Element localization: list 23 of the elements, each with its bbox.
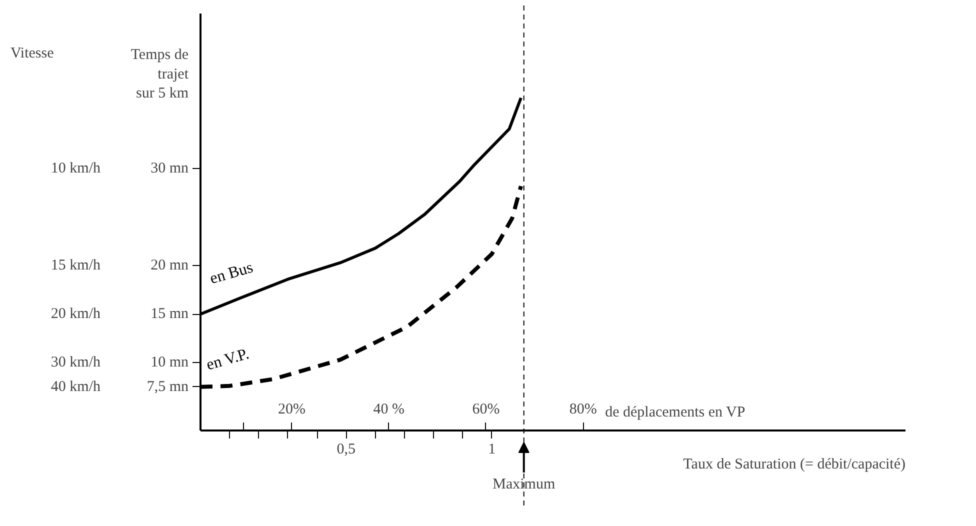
x-tick-label: 1: [488, 442, 496, 458]
x2-tick-label: 20%: [278, 402, 306, 418]
text: Vitesse: [10, 46, 54, 62]
y-tick-label: 20 mn: [150, 258, 189, 274]
text: 20 km/h: [50, 306, 101, 322]
x-tick-label: 0,5: [336, 442, 356, 458]
text: 30 km/h: [50, 354, 101, 371]
y-tick-label: 7,5 mn: [146, 378, 189, 395]
x2-axis-title: de déplacements en VP: [605, 404, 746, 420]
text: 15 km/h: [50, 258, 101, 274]
y-tick-label: 30 mn: [150, 160, 189, 177]
y-axis-title: Temps de trajet sur 5 km: [130, 47, 190, 102]
x2-tick-label: 80%: [569, 402, 597, 418]
x2-tick-label: 40 %: [373, 402, 405, 418]
y-tick-label: 10 mn: [150, 354, 189, 371]
text: 10 km/h: [50, 160, 101, 177]
text: 40 km/h: [50, 378, 101, 395]
x-axis-title: Taux de Saturation (= débit/capacité): [683, 456, 906, 472]
text: en V.P.: [204, 346, 251, 374]
text: en Bus: [208, 259, 256, 288]
ref-line-label: Maximum: [492, 476, 556, 492]
x2-tick-label: 60%: [472, 402, 500, 418]
y-tick-label: 15 mn: [150, 306, 189, 322]
